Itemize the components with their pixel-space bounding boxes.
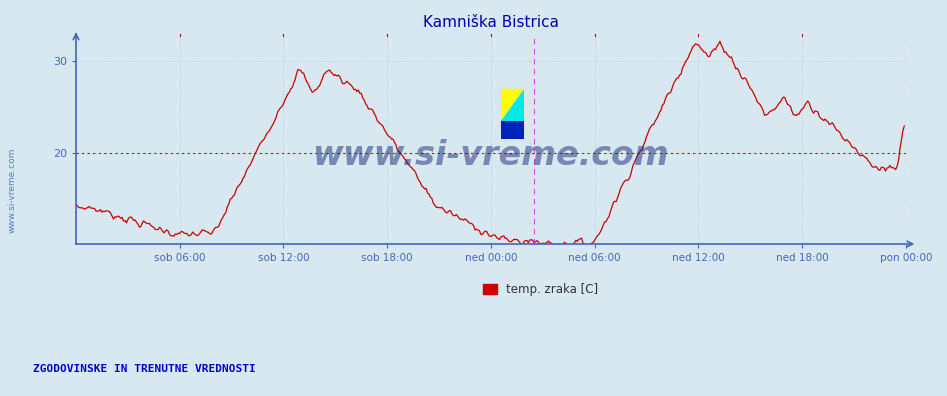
Text: www.si-vreme.com: www.si-vreme.com [8, 147, 17, 233]
Polygon shape [501, 121, 524, 139]
Title: Kamniška Bistrica: Kamniška Bistrica [423, 15, 559, 30]
Text: www.si-vreme.com: www.si-vreme.com [313, 139, 670, 172]
Polygon shape [501, 89, 524, 121]
Legend: temp. zraka [C]: temp. zraka [C] [478, 279, 603, 301]
Polygon shape [501, 89, 524, 121]
Text: ZGODOVINSKE IN TRENUTNE VREDNOSTI: ZGODOVINSKE IN TRENUTNE VREDNOSTI [33, 364, 256, 374]
